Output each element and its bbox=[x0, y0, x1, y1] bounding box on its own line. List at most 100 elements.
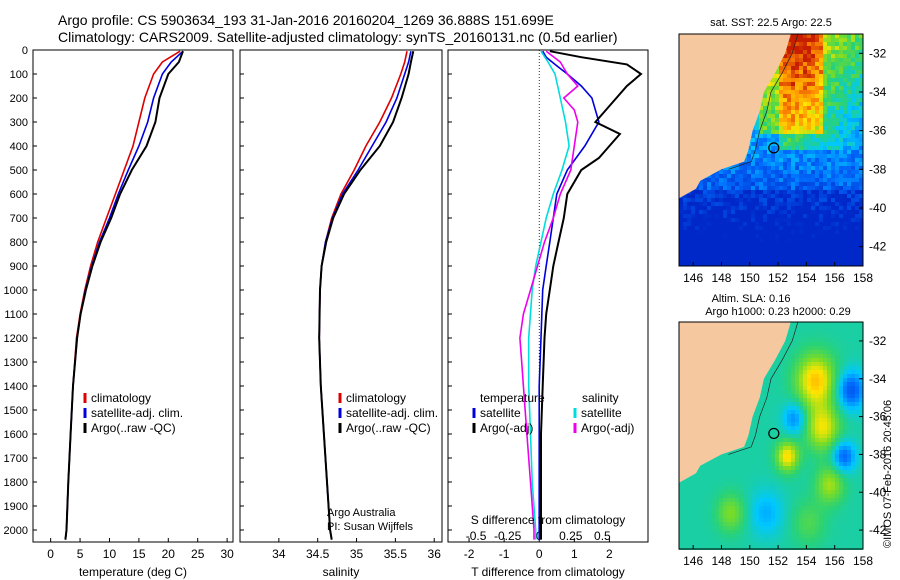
sla-cell bbox=[803, 474, 807, 478]
x-tick-label: 35.5 bbox=[384, 547, 408, 561]
sla-cell bbox=[847, 354, 851, 358]
sst-cell bbox=[823, 94, 827, 98]
sla-cell bbox=[843, 442, 847, 446]
sst-cell bbox=[747, 230, 751, 234]
sst-cell bbox=[799, 74, 803, 78]
sla-cell bbox=[795, 362, 799, 366]
sst-cell bbox=[739, 194, 743, 198]
sla-cell bbox=[747, 470, 751, 474]
sla-cell bbox=[787, 346, 791, 350]
sst-cell bbox=[771, 210, 775, 214]
sst-cell bbox=[847, 114, 851, 118]
sst-cell bbox=[815, 238, 819, 242]
sst-cell bbox=[727, 190, 731, 194]
sst-cell bbox=[743, 170, 747, 174]
sst-cell bbox=[811, 106, 815, 110]
sst-cell bbox=[779, 170, 783, 174]
sst-cell bbox=[847, 98, 851, 102]
sla-cell bbox=[815, 450, 819, 454]
sst-cell bbox=[759, 142, 763, 146]
sst-cell bbox=[819, 230, 823, 234]
sla-cell bbox=[779, 418, 783, 422]
sla-cell bbox=[847, 402, 851, 406]
sla-cell bbox=[799, 466, 803, 470]
sst-cell bbox=[855, 158, 859, 162]
sst-cell bbox=[707, 258, 711, 262]
sst-cell bbox=[779, 214, 783, 218]
sst-cell bbox=[687, 250, 691, 254]
sla-cell bbox=[843, 382, 847, 386]
sst-cell bbox=[831, 134, 835, 138]
sst-cell bbox=[819, 234, 823, 238]
sst-cell bbox=[847, 210, 851, 214]
sla-cell bbox=[779, 394, 783, 398]
sst-cell bbox=[767, 154, 771, 158]
sst-cell bbox=[763, 138, 767, 142]
sst-cell bbox=[847, 78, 851, 82]
sla-cell bbox=[755, 450, 759, 454]
sla-cell bbox=[843, 482, 847, 486]
sst-cell bbox=[831, 182, 835, 186]
sst-cell bbox=[787, 210, 791, 214]
sla-cell bbox=[827, 346, 831, 350]
sst-cell bbox=[759, 150, 763, 154]
sla-cell bbox=[811, 466, 815, 470]
sst-cell bbox=[811, 110, 815, 114]
sst-cell bbox=[683, 238, 687, 242]
sst-cell bbox=[707, 178, 711, 182]
sla-map-body bbox=[679, 321, 863, 550]
sst-cell bbox=[775, 202, 779, 206]
legend-label: Argo(..raw -QC) bbox=[91, 421, 176, 435]
sla-cell bbox=[831, 342, 835, 346]
sst-cell bbox=[811, 70, 815, 74]
sla-cell bbox=[823, 362, 827, 366]
sla-cell bbox=[835, 438, 839, 442]
sla-cell bbox=[791, 498, 795, 502]
sla-cell bbox=[791, 458, 795, 462]
sla-cell bbox=[759, 390, 763, 394]
sst-cell bbox=[787, 142, 791, 146]
sst-cell bbox=[823, 114, 827, 118]
sst-cell bbox=[827, 230, 831, 234]
sst-cell bbox=[687, 202, 691, 206]
sla-cell bbox=[771, 422, 775, 426]
sst-cell bbox=[759, 130, 763, 134]
sst-cell bbox=[859, 210, 863, 214]
sst-cell bbox=[711, 214, 715, 218]
sst-cell bbox=[759, 242, 763, 246]
sla-cell bbox=[731, 454, 735, 458]
sla-cell bbox=[827, 498, 831, 502]
sst-cell bbox=[799, 230, 803, 234]
sla-cell bbox=[795, 462, 799, 466]
sla-cell bbox=[815, 498, 819, 502]
sst-cell bbox=[771, 110, 775, 114]
sst-cell bbox=[759, 246, 763, 250]
sla-cell bbox=[763, 430, 767, 434]
sst-cell bbox=[755, 218, 759, 222]
sla-cell bbox=[787, 422, 791, 426]
sla-cell bbox=[851, 450, 855, 454]
sst-cell bbox=[779, 174, 783, 178]
sla-cell bbox=[835, 362, 839, 366]
sla-cell bbox=[755, 438, 759, 442]
sst-cell bbox=[827, 122, 831, 126]
sst-cell bbox=[823, 50, 827, 54]
sst-cell bbox=[731, 214, 735, 218]
sst-cell bbox=[835, 150, 839, 154]
sla-cell bbox=[811, 450, 815, 454]
sla-cell bbox=[823, 358, 827, 362]
sla-cell bbox=[711, 502, 715, 506]
depth-tick-label: 1800 bbox=[4, 477, 28, 489]
sst-cell bbox=[851, 122, 855, 126]
sst-cell bbox=[823, 142, 827, 146]
sst-cell bbox=[823, 238, 827, 242]
sst-cell bbox=[763, 162, 767, 166]
sla-cell bbox=[739, 490, 743, 494]
sst-cell bbox=[763, 234, 767, 238]
sst-cell bbox=[851, 182, 855, 186]
sst-cell bbox=[811, 226, 815, 230]
sla-cell bbox=[819, 406, 823, 410]
sst-cell bbox=[839, 206, 843, 210]
sst-cell bbox=[815, 130, 819, 134]
sst-cell bbox=[851, 222, 855, 226]
